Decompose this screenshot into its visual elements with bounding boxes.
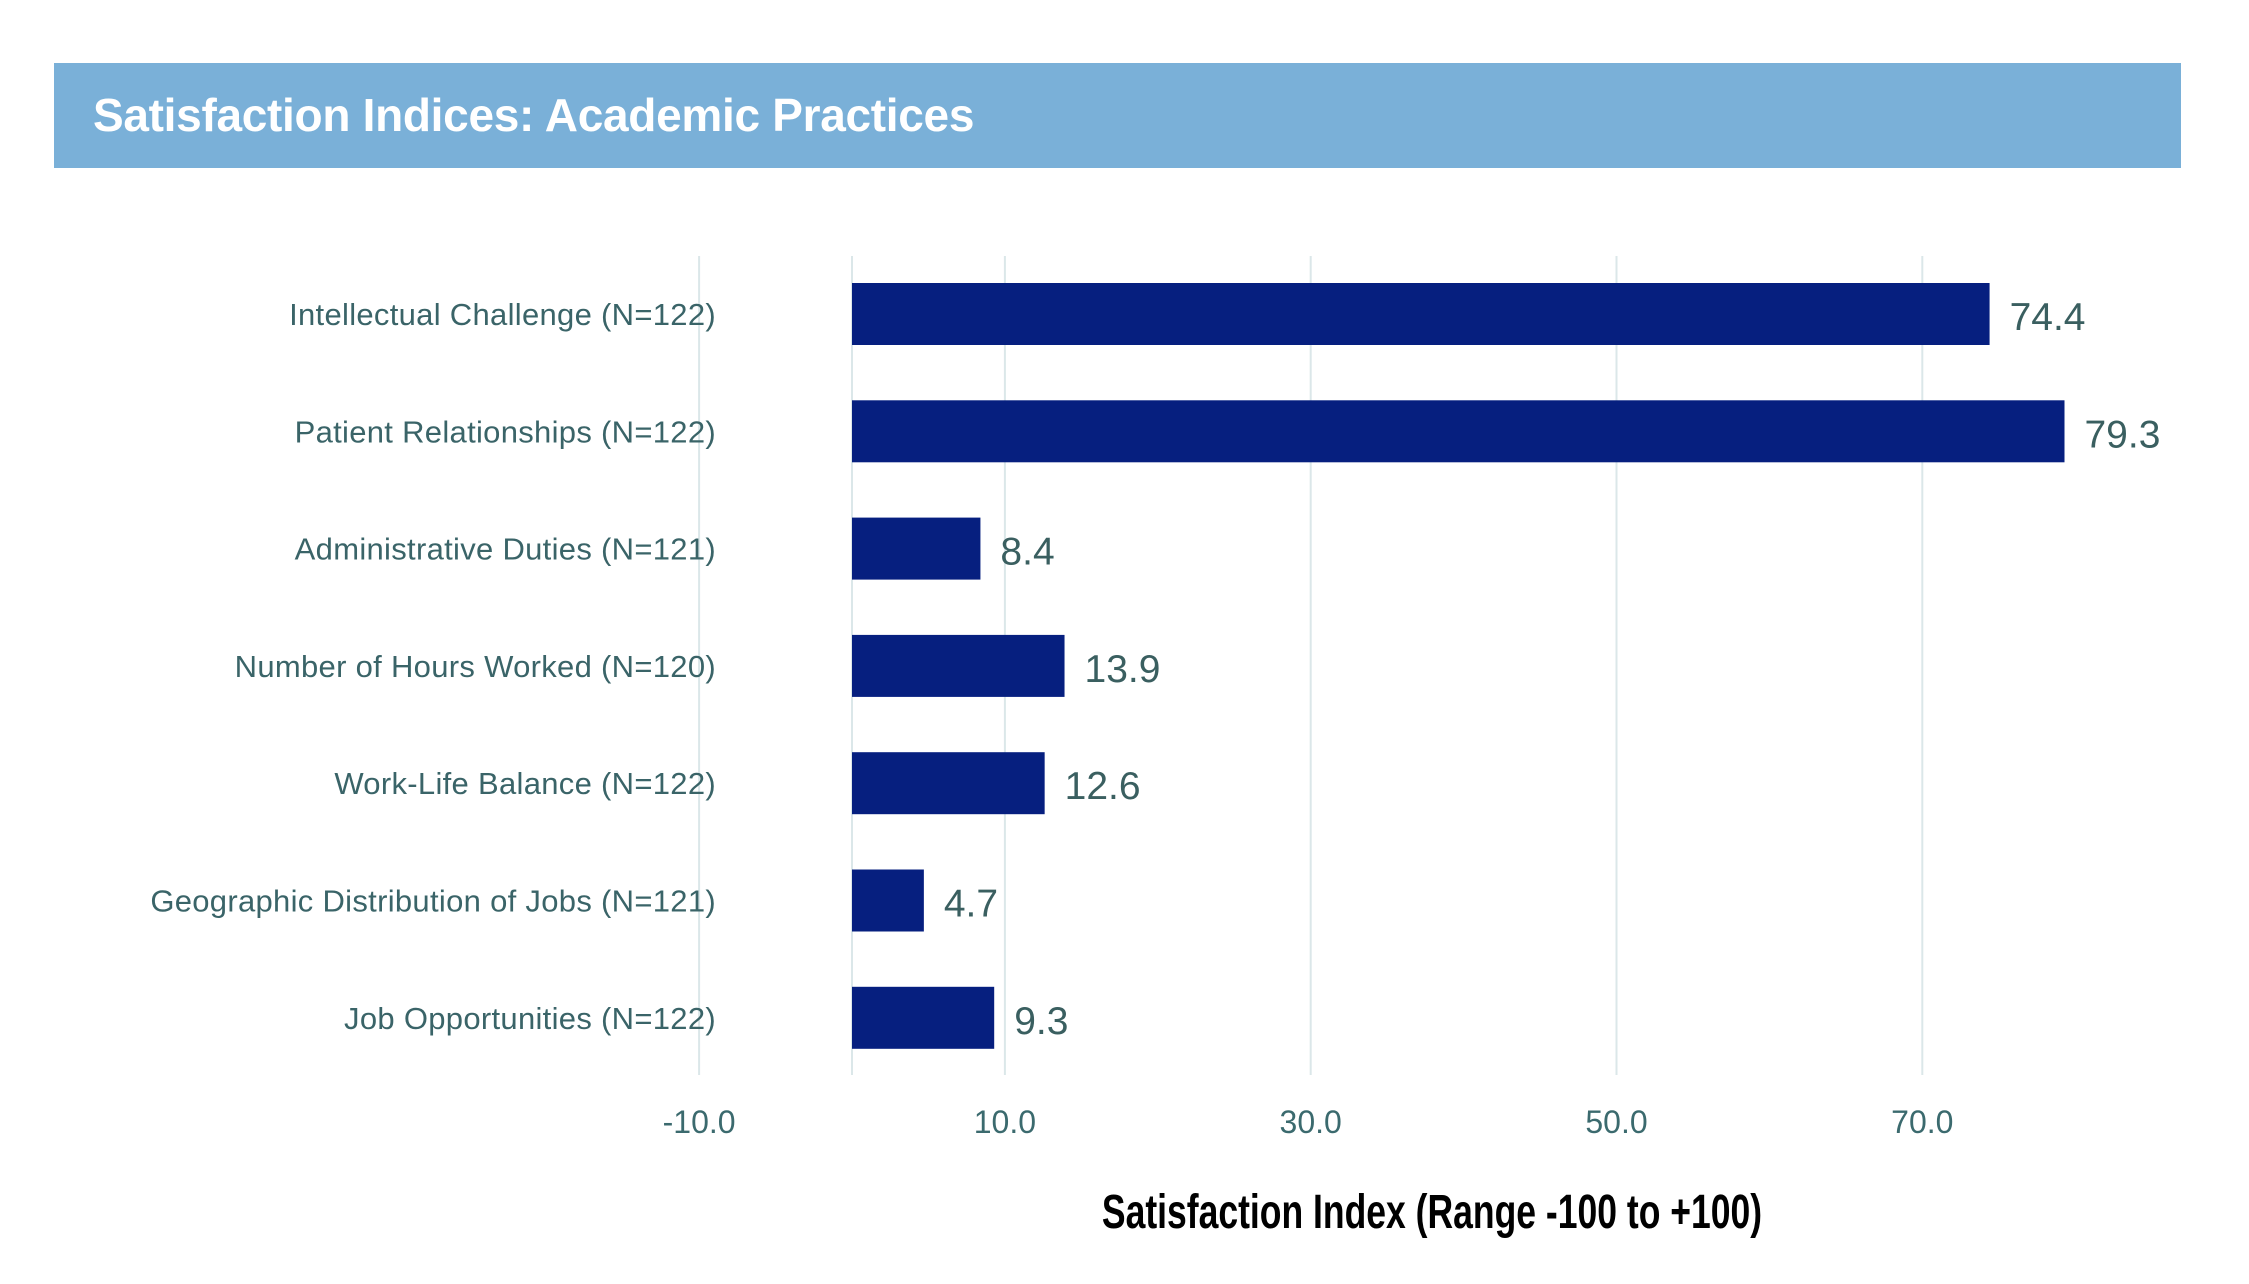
x-tick-label: 30.0	[1280, 1104, 1342, 1140]
value-label: 12.6	[1065, 765, 1141, 808]
bar	[852, 283, 1990, 345]
category-labels: Intellectual Challenge (N=122) Patient Re…	[150, 297, 716, 1036]
category-label: Number of Hours Worked (N=120)	[235, 649, 716, 684]
x-tick-label: 70.0	[1891, 1104, 1953, 1140]
category-label: Work-Life Balance (N=122)	[334, 766, 716, 801]
bar	[852, 634, 1065, 697]
category-label: Geographic Distribution of Jobs (N=121)	[150, 884, 716, 919]
category-label: Job Opportunities (N=122)	[344, 1001, 716, 1036]
value-labels: 74.4 79.3 8.4 13.9 12.6 4.7 9.3	[944, 296, 2161, 1043]
category-label: Administrative Duties (N=121)	[295, 532, 716, 567]
value-label: 9.3	[1014, 1000, 1068, 1043]
bar	[852, 752, 1045, 815]
bar	[852, 869, 924, 932]
x-tick-label: -10.0	[663, 1104, 736, 1140]
bar	[852, 517, 981, 580]
x-tick-label: 50.0	[1585, 1104, 1647, 1140]
value-label: 13.9	[1085, 648, 1161, 691]
x-tick-label: 10.0	[974, 1104, 1036, 1140]
chart-title: Satisfaction Indices: Academic Practices	[93, 89, 975, 141]
x-axis-tick-labels: -10.0 10.0 30.0 50.0 70.0	[663, 1104, 1954, 1140]
x-axis-title: Satisfaction Index (Range -100 to +100)	[1102, 1185, 1762, 1238]
value-label: 8.4	[1000, 531, 1054, 574]
category-label: Intellectual Challenge (N=122)	[289, 297, 716, 332]
bar	[852, 400, 2065, 463]
value-label: 79.3	[2084, 413, 2160, 456]
value-label: 74.4	[2010, 296, 2086, 339]
bar	[852, 986, 995, 1049]
value-label: 4.7	[944, 883, 998, 926]
title-banner: Satisfaction Indices: Academic Practices	[54, 63, 2181, 168]
category-label: Patient Relationships (N=122)	[295, 414, 716, 449]
bars	[852, 283, 2065, 1049]
